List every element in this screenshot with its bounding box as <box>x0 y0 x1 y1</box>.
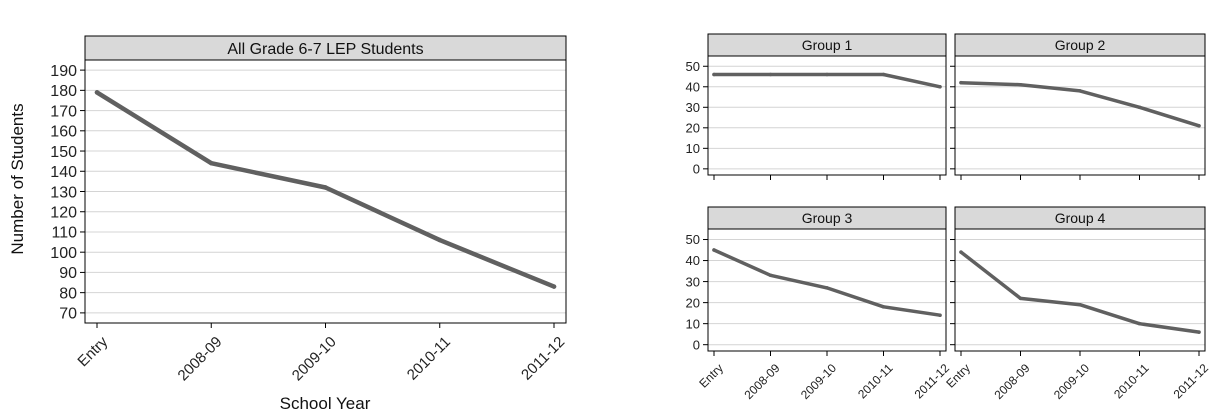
data-point <box>712 248 716 252</box>
data-point <box>881 305 886 309</box>
y-tick-label: 160 <box>50 124 77 141</box>
x-tick-label: 2008-09 <box>992 361 1033 402</box>
y-tick-label: 140 <box>50 164 77 181</box>
data-point <box>1018 82 1023 87</box>
y-tick-label: 190 <box>50 63 77 80</box>
y-tick-label: 20 <box>686 120 700 135</box>
y-tick-label: 40 <box>686 253 700 268</box>
y-tick-label: 180 <box>50 83 77 100</box>
x-tick-label: 2008-09 <box>175 333 226 384</box>
y-tick-label: 0 <box>693 162 700 177</box>
y-axis-title: Number of Students <box>8 103 27 254</box>
data-point <box>94 90 100 95</box>
panel-title: Group 4 <box>1055 210 1106 226</box>
y-tick-label: 100 <box>50 245 77 262</box>
y-tick-label: 120 <box>50 204 77 221</box>
chart-panel-1: All Grade 6-7 LEP Students 70 80 90 100 110 12… <box>50 35 568 384</box>
x-tick-label: 2010-11 <box>404 333 454 383</box>
data-point <box>881 72 886 77</box>
x-tick-label: 2008-09 <box>742 361 783 402</box>
data-point <box>437 237 442 243</box>
data-point <box>1137 105 1142 110</box>
data-point <box>959 80 963 85</box>
data-point <box>1078 89 1082 93</box>
y-tick-label: 0 <box>693 337 700 352</box>
y-tick-label: 50 <box>686 59 700 74</box>
data-point <box>712 72 716 77</box>
x-tick-label: 2009-10 <box>289 333 340 384</box>
data-point <box>1197 124 1201 128</box>
data-point <box>768 72 773 77</box>
x-tick-label: 2009-10 <box>1051 361 1092 402</box>
x-tick-label: Entry <box>696 361 726 391</box>
y-tick-label: 30 <box>686 274 700 289</box>
panel-title: All Grade 6-7 LEP Students <box>227 41 423 58</box>
y-tick-label: 10 <box>686 141 700 156</box>
y-tick-label: 170 <box>50 103 77 120</box>
chart-panel-4: Group 3 0 10 20 30 40 50 Entry 2008-09 2009-10 201… <box>686 206 952 402</box>
y-tick-label: 10 <box>686 316 700 331</box>
y-tick-label: 150 <box>50 144 77 161</box>
x-tick-label: 2011-12 <box>518 333 568 383</box>
panel-title: Group 1 <box>802 37 853 53</box>
data-point <box>768 273 773 278</box>
y-tick-label: 110 <box>51 225 77 242</box>
chart-panel-5: Group 4 Entry 2008-09 2009-10 2010-11 2011-12 <box>943 206 1212 402</box>
plot-area <box>708 229 946 351</box>
data-point <box>938 313 942 317</box>
x-tick-label: Entry <box>943 361 973 391</box>
y-tick-label: 20 <box>686 295 700 310</box>
data-point <box>551 284 557 289</box>
y-tick-label: 90 <box>59 265 77 282</box>
x-axis-title: School Year <box>280 394 371 413</box>
plot-area <box>955 229 1205 351</box>
panel-title: Group 2 <box>1055 37 1106 53</box>
y-tick-label: 70 <box>59 306 77 323</box>
chart-panel-2: Group 1 0 10 20 30 40 50 <box>686 33 947 180</box>
y-tick-label: 40 <box>686 79 700 94</box>
panel-title: Group 3 <box>802 210 853 226</box>
y-tick-label: 130 <box>50 184 77 201</box>
data-point <box>1078 302 1082 307</box>
data-point <box>1137 321 1142 326</box>
data-point <box>209 160 214 166</box>
x-tick-label: Entry <box>74 333 111 370</box>
data-point <box>323 185 328 190</box>
chart-panel-3: Group 2 <box>950 33 1206 180</box>
y-tick-label: 80 <box>59 285 77 302</box>
y-tick-label: 30 <box>686 100 700 115</box>
data-point <box>1197 330 1201 334</box>
data-point <box>938 85 942 89</box>
x-tick-label: 2009-10 <box>798 361 839 402</box>
x-tick-label: 2010-11 <box>1111 361 1152 402</box>
y-tick-label: 50 <box>686 232 700 247</box>
data-point <box>1018 296 1023 301</box>
x-tick-label: 2011-12 <box>1171 361 1212 402</box>
data-point <box>825 72 829 77</box>
panel-strip <box>84 35 567 61</box>
data-point <box>825 286 829 290</box>
x-tick-label: 2010-11 <box>855 361 896 402</box>
data-point <box>959 250 963 254</box>
